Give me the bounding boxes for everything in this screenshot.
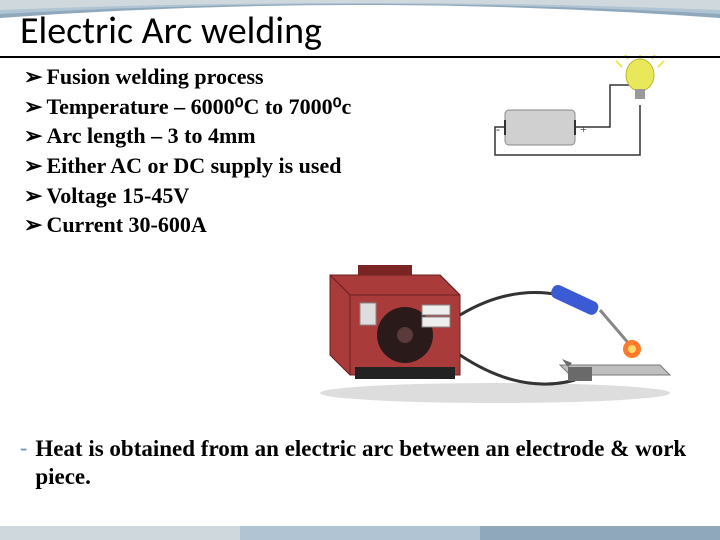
page-title: Electric Arc welding <box>0 0 720 54</box>
list-item: ➢Arc length – 3 to 4mm <box>24 121 720 151</box>
dash-icon: - <box>20 435 27 461</box>
bullet-text: Temperature – 6000⁰C to 7000⁰c <box>46 92 351 122</box>
list-item: ➢Either AC or DC supply is used <box>24 151 720 181</box>
list-item: ➢Voltage 15-45V <box>24 181 720 211</box>
bullet-list: ➢Fusion welding process ➢Temperature – 6… <box>0 58 720 240</box>
bullet-text: Fusion welding process <box>46 62 263 92</box>
chevron-icon: ➢ <box>24 121 42 151</box>
chevron-icon: ➢ <box>24 210 42 240</box>
list-item: ➢Temperature – 6000⁰C to 7000⁰c <box>24 92 720 122</box>
bullet-text: Voltage 15-45V <box>46 181 189 211</box>
chevron-icon: ➢ <box>24 62 42 92</box>
bottom-accent-bar <box>0 522 720 540</box>
list-item: ➢Fusion welding process <box>24 62 720 92</box>
chevron-icon: ➢ <box>24 92 42 122</box>
bullet-text: Arc length – 3 to 4mm <box>46 121 255 151</box>
bullet-text: Current 30-600A <box>46 210 206 240</box>
welding-machine-illustration <box>310 215 680 405</box>
footer-note: - Heat is obtained from an electric arc … <box>20 435 700 493</box>
chevron-icon: ➢ <box>24 151 42 181</box>
chevron-icon: ➢ <box>24 181 42 211</box>
bullet-text: Either AC or DC supply is used <box>46 151 341 181</box>
footer-text: Heat is obtained from an electric arc be… <box>35 435 700 493</box>
